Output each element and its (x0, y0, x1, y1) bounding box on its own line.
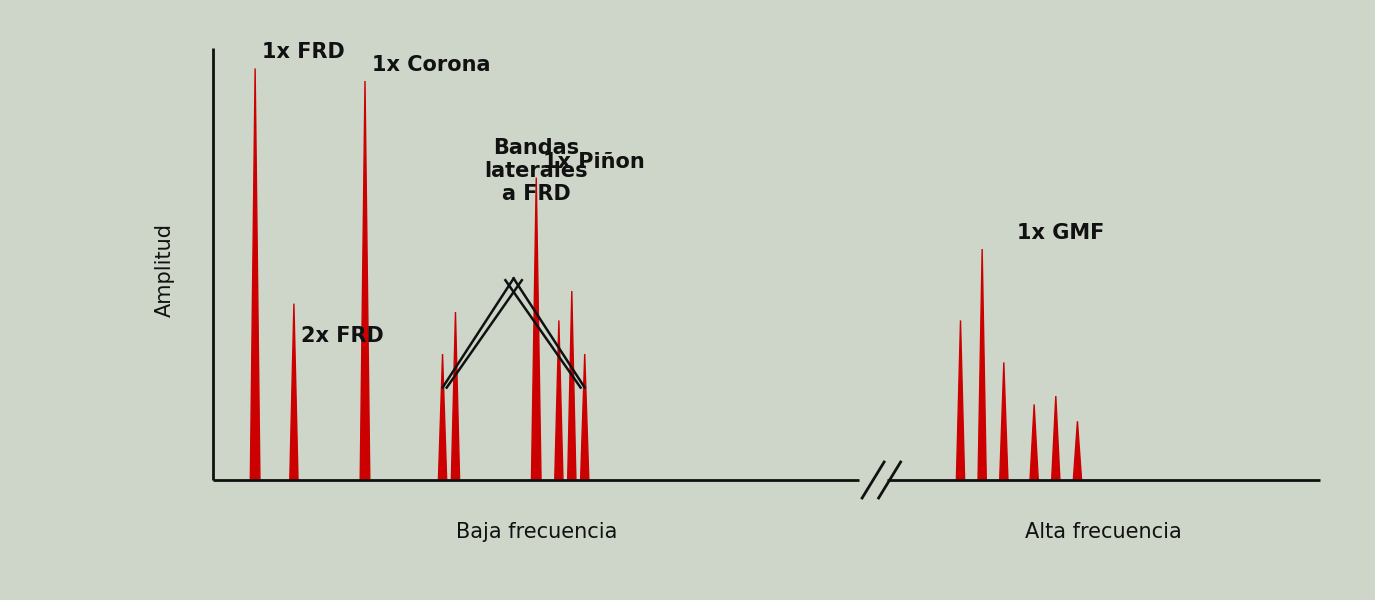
Text: Baja frecuencia: Baja frecuencia (455, 522, 617, 542)
Polygon shape (957, 320, 965, 480)
Polygon shape (1030, 404, 1038, 480)
Text: 2x FRD: 2x FRD (301, 326, 384, 346)
Polygon shape (531, 178, 540, 480)
Polygon shape (568, 291, 576, 480)
Polygon shape (290, 304, 298, 480)
Polygon shape (978, 249, 986, 480)
Text: 1x Corona: 1x Corona (371, 55, 491, 75)
Polygon shape (439, 354, 447, 480)
Polygon shape (250, 68, 260, 480)
Text: Bandas
laterales
a FRD: Bandas laterales a FRD (484, 138, 588, 205)
Polygon shape (360, 81, 370, 480)
Text: 1x GMF: 1x GMF (1016, 223, 1104, 243)
Text: 1x Piñon: 1x Piñon (543, 152, 645, 172)
Text: Amplitud: Amplitud (155, 223, 175, 317)
Text: 1x FRD: 1x FRD (263, 43, 345, 62)
Polygon shape (1074, 421, 1082, 480)
Polygon shape (580, 354, 588, 480)
Polygon shape (1000, 362, 1008, 480)
Polygon shape (451, 312, 459, 480)
Polygon shape (1052, 396, 1060, 480)
Text: Alta frecuencia: Alta frecuencia (1024, 522, 1181, 542)
Polygon shape (554, 320, 562, 480)
